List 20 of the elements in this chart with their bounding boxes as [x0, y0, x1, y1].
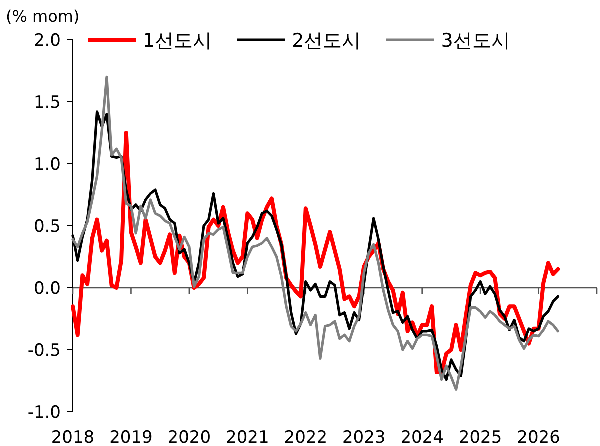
x-tick-label: 2019 [110, 428, 153, 446]
y-tick-label: 0.5 [34, 217, 61, 237]
y-tick-label: 0.0 [34, 279, 61, 299]
x-tick-label: 2023 [342, 428, 386, 446]
y-axis-title: (% mom) [6, 7, 80, 26]
legend-label: 3선도시 [441, 30, 510, 52]
x-tick-label: 2025 [458, 428, 502, 446]
y-tick-label: -0.5 [28, 341, 61, 361]
x-tick-label: 2026 [517, 428, 560, 446]
x-tick-label: 2022 [284, 428, 328, 446]
legend-label: 1선도시 [143, 30, 212, 52]
y-tick-label: 1.5 [34, 93, 61, 113]
x-tick-label: 2018 [51, 428, 95, 446]
y-tick-label: 2.0 [34, 31, 61, 51]
x-tick-label: 2024 [400, 428, 444, 446]
x-tick-label: 2020 [168, 428, 212, 446]
y-tick-label: 1.0 [34, 155, 61, 175]
x-tick-label: 2021 [226, 428, 270, 446]
y-tick-label: -1.0 [28, 403, 61, 423]
legend-label: 2선도시 [292, 30, 362, 52]
